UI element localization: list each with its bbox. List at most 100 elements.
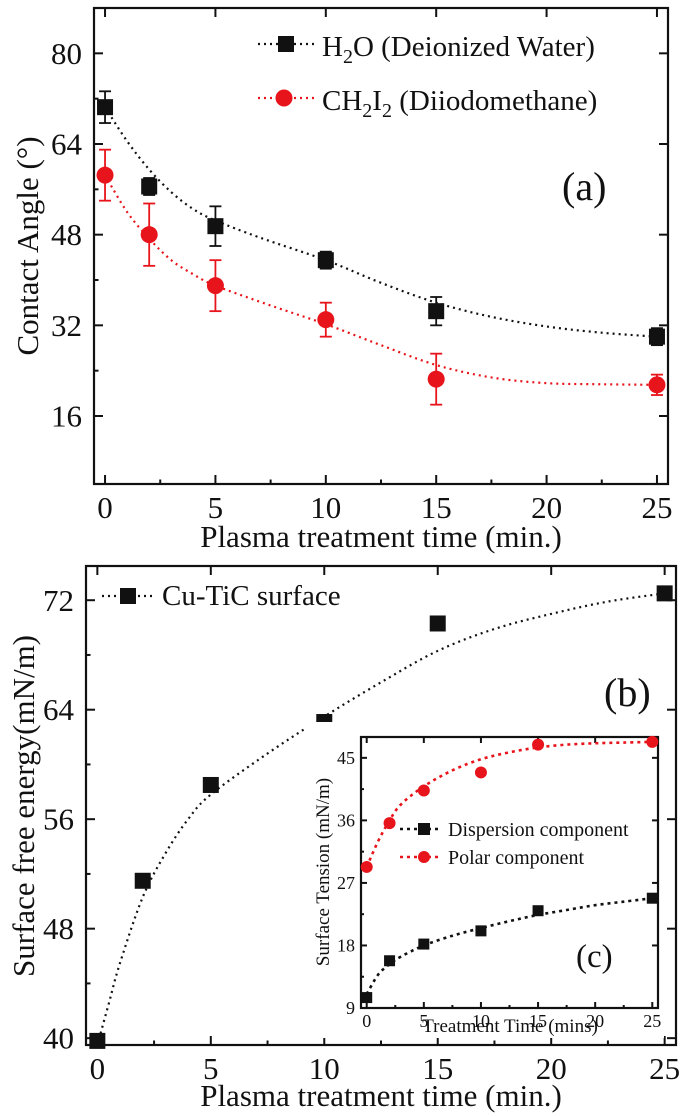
x-tick-label: 5	[419, 1011, 428, 1031]
x-tick-label: 20	[531, 490, 562, 525]
panel-c-inset-surface-tension: 0 5 10 15 20 25 9 18 27 36 45 Dispersion component…	[306, 722, 664, 1038]
data-point-square	[202, 776, 219, 793]
y-tick-label: 64	[43, 692, 75, 727]
series-0-fit-curve	[365, 896, 653, 995]
panel-a-data-marks	[96, 90, 666, 406]
y-tick-label: 80	[51, 36, 82, 71]
y-tick-label: 48	[43, 911, 74, 946]
x-tick-label: 15	[529, 1011, 547, 1031]
data-point-square	[141, 178, 158, 195]
panel-a-label: (a)	[562, 164, 606, 209]
y-tick-label: 45	[337, 748, 355, 768]
data-point-circle	[140, 226, 158, 244]
data-point-circle	[646, 735, 659, 748]
x-tick-label: 15	[422, 1051, 453, 1086]
data-point-square	[475, 925, 487, 937]
legend-polar-label: Polar component	[448, 847, 585, 869]
legend-cutic-marker	[120, 588, 136, 604]
data-point-square	[207, 218, 224, 235]
y-tick-label: 36	[337, 811, 355, 831]
panel-a-fit-curves	[104, 106, 658, 386]
x-tick-label: 10	[310, 490, 341, 525]
data-point-square	[361, 992, 373, 1004]
data-point-circle	[648, 376, 666, 394]
panel-a-contact-angle: 0 5 10 15 20 25 16 32 48 64 80 H2O (Deionized Wate…	[10, 6, 672, 554]
data-point-square	[532, 905, 544, 917]
data-point-square	[646, 892, 658, 904]
panel-c-data-marks	[360, 735, 659, 1004]
series-0-fit-curve	[104, 106, 658, 338]
panel-b-y-axis-title: Surface free energy(mN/m)	[6, 635, 41, 977]
data-point-square	[648, 328, 665, 345]
y-tick-label: 48	[51, 217, 82, 252]
data-point-square	[384, 955, 396, 967]
legend-ch2i2-marker	[275, 89, 293, 107]
y-tick-label: 56	[43, 802, 74, 837]
legend-h2o-label: H2O (Deionized Water)	[322, 31, 595, 68]
x-tick-label: 10	[472, 1011, 490, 1031]
data-point-circle	[532, 738, 545, 751]
legend-h2o-marker	[278, 36, 294, 52]
panel-c-ticks: 0 5 10 15 20 25 9 18 27 36 45	[337, 737, 661, 1031]
data-point-circle	[317, 311, 335, 329]
legend-polar-marker	[418, 851, 430, 863]
x-tick-label: 25	[643, 1011, 661, 1031]
panel-c-label: (c)	[576, 939, 613, 975]
x-tick-label: 0	[362, 1011, 371, 1031]
data-point-square	[89, 1032, 106, 1049]
data-point-circle	[383, 817, 396, 830]
data-point-circle	[206, 277, 224, 295]
panel-b-fit-curve	[96, 592, 665, 1046]
x-tick-label: 20	[586, 1011, 604, 1031]
legend-cutic-label: Cu-TiC surface	[162, 580, 341, 612]
series-1-fit-curve	[104, 174, 657, 386]
legend-dispersion-marker	[418, 823, 430, 835]
data-point-circle	[417, 784, 430, 797]
y-tick-label: 72	[43, 583, 74, 618]
y-tick-label: 40	[43, 1021, 74, 1056]
y-tick-label: 27	[337, 873, 355, 893]
y-tick-label: 18	[337, 936, 355, 956]
y-tick-label: 9	[346, 998, 355, 1018]
legend-dispersion-label: Dispersion component	[448, 819, 629, 841]
series-0-fit-curve	[96, 592, 665, 1046]
panel-a-legend: H2O (Deionized Water) CH2I2 (Diiodometha…	[258, 31, 597, 122]
x-tick-label: 0	[90, 1051, 106, 1086]
data-point-square	[317, 252, 334, 269]
data-point-square	[97, 99, 114, 116]
x-tick-label: 5	[208, 490, 224, 525]
panel-c-y-axis-title: Surface Tension (mN/m)	[313, 778, 334, 966]
y-tick-label: 32	[51, 308, 82, 343]
x-tick-label: 5	[203, 1051, 219, 1086]
data-point-square	[418, 938, 430, 950]
panel-b-label: (b)	[604, 670, 651, 715]
x-tick-label: 20	[536, 1051, 567, 1086]
panel-a-ticks: 0 5 10 15 20 25 16 32 48 64 80	[51, 8, 672, 525]
x-tick-label: 10	[309, 1051, 340, 1086]
data-point-square	[134, 872, 151, 889]
data-point-circle	[427, 370, 445, 388]
data-point-square	[428, 303, 445, 320]
x-tick-label: 0	[97, 490, 113, 525]
data-point-square	[656, 585, 673, 602]
panel-a-y-axis-title: Contact Angle (°)	[10, 136, 45, 355]
x-tick-label: 25	[649, 1051, 680, 1086]
y-tick-label: 64	[51, 127, 83, 162]
data-point-square	[429, 615, 446, 632]
panel-a-x-axis-title: Plasma treatment time (min.)	[200, 519, 562, 554]
data-point-circle	[96, 166, 114, 184]
panel-b-legend: Cu-TiC surface	[102, 580, 341, 612]
data-point-circle	[360, 860, 373, 873]
x-tick-label: 25	[641, 490, 672, 525]
legend-ch2i2-label: CH2I2 (Diiodomethane)	[322, 85, 597, 122]
panel-c-legend: Dispersion component Polar component	[400, 819, 629, 869]
panel-b-x-axis-title: Plasma treatment time (min.)	[200, 1078, 562, 1113]
x-tick-label: 15	[421, 490, 452, 525]
panel-a-plot-frame	[92, 6, 670, 486]
panel-b-ticks: 0 5 10 15 20 25 40 48 56 64 72	[43, 566, 680, 1086]
data-point-circle	[474, 766, 487, 779]
y-tick-label: 16	[51, 399, 82, 434]
panel-c-x-axis-title: Treatment Time (mins)	[422, 1016, 598, 1037]
